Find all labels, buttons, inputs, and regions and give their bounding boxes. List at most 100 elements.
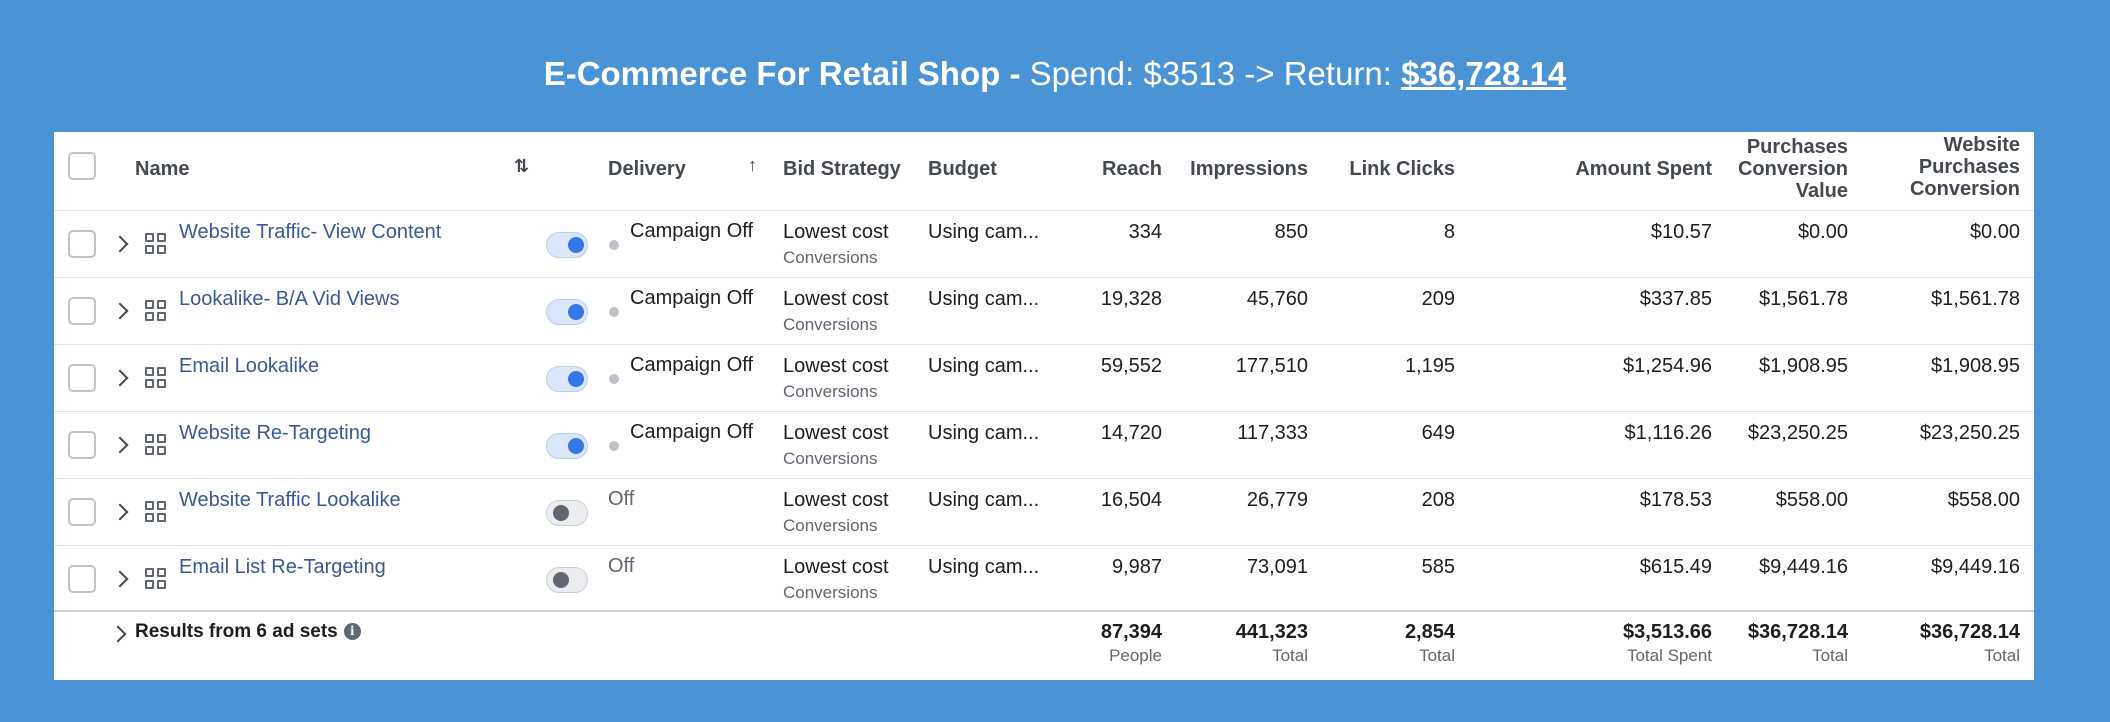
status-dot-icon [609, 441, 619, 451]
toggle-knob [553, 505, 569, 521]
status-dot-icon [609, 307, 619, 317]
bid-strategy-sub: Conversions [783, 516, 878, 535]
col-purchases-conversion-value[interactable]: Purchases Conversion Value [1724, 136, 1848, 202]
impressions-value: 45,760 [1246, 288, 1308, 310]
bid-strategy: Lowest cost [783, 355, 889, 377]
ad-set-toggle[interactable] [546, 500, 588, 526]
col-link-clicks[interactable]: Link Clicks [1349, 158, 1455, 180]
row-checkbox[interactable] [68, 230, 96, 258]
row-checkbox[interactable] [68, 431, 96, 459]
reach-value: 59,552 [1100, 355, 1162, 377]
ad-set-name-link[interactable]: Website Traffic Lookalike [179, 489, 401, 511]
website-purchases-conversion-value: $9,449.16 [1931, 556, 2020, 578]
purchases-conversion-value: $23,250.25 [1747, 422, 1848, 444]
row-checkbox[interactable] [68, 498, 96, 526]
expand-chevron-icon[interactable] [111, 503, 129, 521]
link-clicks-value: 585 [1421, 556, 1455, 578]
expand-chevron-icon[interactable] [111, 302, 129, 320]
amount-spent-value: $337.85 [1639, 288, 1712, 310]
toggle-knob [568, 304, 584, 320]
impressions-value: 26,779 [1246, 489, 1308, 511]
ad-set-toggle[interactable] [546, 232, 588, 258]
total-link-clicks-sub: Total [1419, 646, 1455, 665]
purchases-conversion-value: $9,449.16 [1759, 556, 1848, 578]
ad-set-toggle[interactable] [546, 366, 588, 392]
ad-set-name-link[interactable]: Lookalike- B/A Vid Views [179, 288, 400, 310]
bid-strategy: Lowest cost [783, 221, 889, 243]
ad-set-grid-icon [145, 367, 167, 389]
row-checkbox[interactable] [68, 364, 96, 392]
amount-spent-value: $1,116.26 [1624, 422, 1713, 444]
ad-set-name-link[interactable]: Website Re-Targeting [179, 422, 371, 444]
col-name[interactable]: Name [135, 158, 190, 180]
total-amount-spent: $3,513.66 [1623, 621, 1712, 643]
purchases-conversion-value: $1,908.95 [1759, 355, 1848, 377]
ad-set-name-link[interactable]: Email List Re-Targeting [179, 556, 386, 578]
ad-set-toggle[interactable] [546, 567, 588, 593]
ad-set-grid-icon [145, 233, 167, 255]
delivery-status: Off [608, 555, 635, 577]
row-checkbox[interactable] [68, 297, 96, 325]
budget: Using cam... [928, 422, 1040, 444]
table-row[interactable]: Email Lookalike Campaign Off Lowest cost… [54, 345, 2034, 412]
ad-set-toggle[interactable] [546, 299, 588, 325]
col-pcv-line3: Value [1795, 180, 1848, 202]
bid-strategy-sub: Conversions [783, 583, 878, 602]
ad-set-name-link[interactable]: Website Traffic- View Content [179, 221, 442, 243]
impressions-value: 117,333 [1237, 422, 1308, 444]
delivery-status: Campaign Off [630, 354, 754, 376]
col-bid-strategy[interactable]: Bid Strategy [783, 158, 901, 180]
results-summary: Results from 6 ad sets i [135, 621, 361, 643]
table-row[interactable]: Website Re-Targeting Campaign Off Lowest… [54, 412, 2034, 479]
budget: Using cam... [928, 556, 1040, 578]
status-dot-icon [609, 374, 619, 384]
table-row[interactable]: Lookalike- B/A Vid Views Campaign Off Lo… [54, 278, 2034, 345]
col-budget[interactable]: Budget [928, 158, 997, 180]
toggle-knob [568, 237, 584, 253]
expand-totals-chevron-icon[interactable] [109, 625, 127, 643]
toggle-knob [568, 438, 584, 454]
select-all-checkbox[interactable] [68, 152, 96, 180]
amount-spent-value: $10.57 [1650, 221, 1712, 243]
budget: Using cam... [928, 489, 1040, 511]
total-amount-spent-sub: Total Spent [1626, 646, 1712, 665]
sort-up-arrow-icon[interactable]: ↑ [748, 155, 757, 175]
delivery-status: Off [608, 488, 635, 510]
purchases-conversion-value: $558.00 [1775, 489, 1848, 511]
impressions-value: 850 [1274, 221, 1308, 243]
ad-set-name-link[interactable]: Email Lookalike [179, 355, 320, 377]
totals-row: Results from 6 ad sets i 87,394 People 44… [54, 612, 2034, 680]
col-impressions[interactable]: Impressions [1190, 158, 1308, 180]
results-label: Results from 6 ad sets [135, 621, 338, 642]
col-reach[interactable]: Reach [1101, 158, 1162, 180]
ad-set-toggle[interactable] [546, 433, 588, 459]
total-impressions: 441,323 [1235, 621, 1308, 643]
expand-chevron-icon[interactable] [111, 570, 129, 588]
total-wpc-sub: Total [1984, 646, 2020, 665]
website-purchases-conversion-value: $558.00 [1947, 489, 2020, 511]
expand-chevron-icon[interactable] [111, 369, 129, 387]
total-impressions-sub: Total [1272, 646, 1308, 665]
table-row[interactable]: Website Traffic Lookalike Off Lowest cos… [54, 479, 2034, 546]
expand-chevron-icon[interactable] [111, 235, 129, 253]
info-icon[interactable]: i [343, 623, 361, 641]
reach-value: 9,987 [1111, 556, 1162, 578]
budget: Using cam... [928, 288, 1040, 310]
purchases-conversion-value: $0.00 [1797, 221, 1848, 243]
bid-strategy-sub: Conversions [783, 315, 878, 334]
table-row[interactable]: Email List Re-Targeting Off Lowest cost … [54, 546, 2034, 612]
reach-value: 334 [1128, 221, 1162, 243]
report-title: E-Commerce For Retail Shop - Spend: $351… [0, 52, 2110, 96]
table-row[interactable]: Website Traffic- View Content Campaign O… [54, 211, 2034, 278]
row-checkbox[interactable] [68, 565, 96, 593]
sort-arrows-icon[interactable]: ⇅ [514, 156, 530, 176]
col-delivery[interactable]: Delivery [608, 158, 686, 180]
col-website-purchases-conversion[interactable]: Website Purchases Conversion [1864, 134, 2020, 200]
col-amount-spent[interactable]: Amount Spent [1575, 158, 1712, 180]
expand-chevron-icon[interactable] [111, 436, 129, 454]
impressions-value: 73,091 [1246, 556, 1308, 578]
bid-strategy-sub: Conversions [783, 382, 878, 401]
title-campaign: E-Commerce For Retail Shop - [543, 55, 1021, 92]
delivery-status: Campaign Off [630, 220, 754, 242]
title-return-value: $36,728.14 [1401, 55, 1567, 92]
